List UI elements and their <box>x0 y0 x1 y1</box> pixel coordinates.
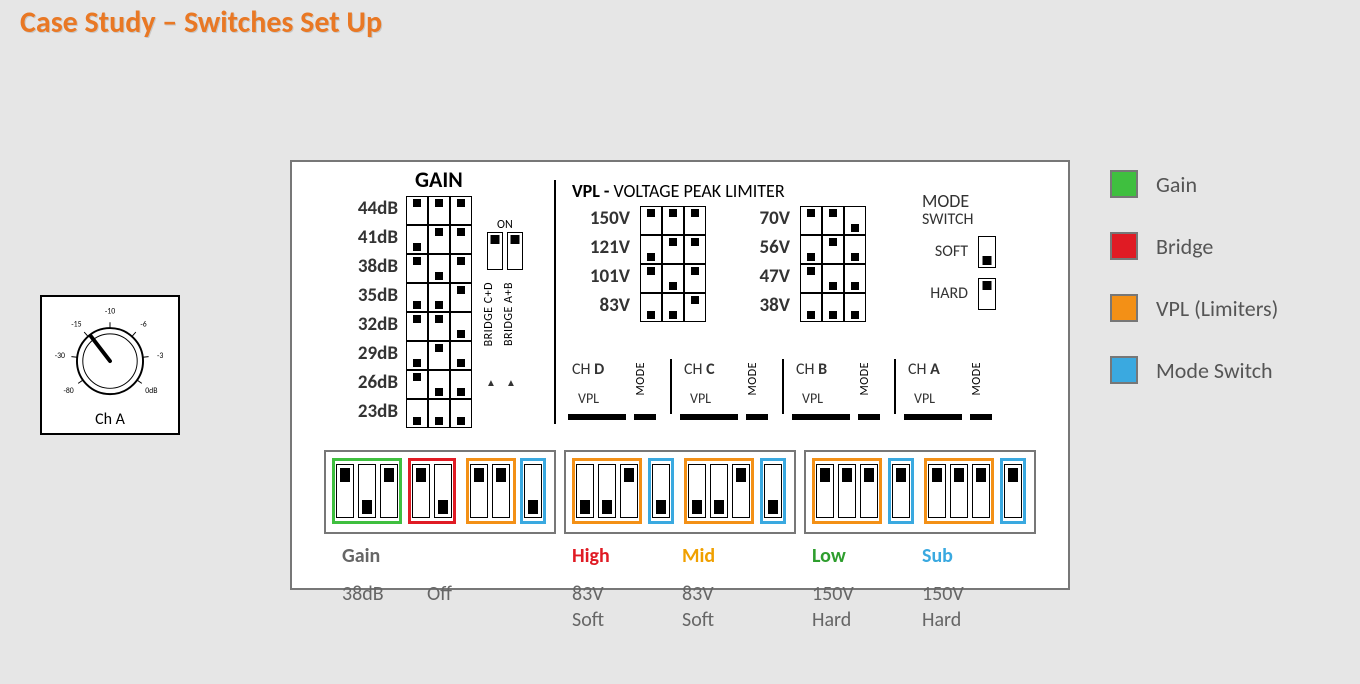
dip-switch[interactable] <box>652 464 670 518</box>
caption-value: 83V <box>572 582 604 606</box>
mode-soft-box[interactable] <box>978 236 996 268</box>
dip-switch[interactable] <box>598 464 616 518</box>
channel-vpl-label: VPL <box>690 390 711 407</box>
bridge-on-label: ON <box>497 218 513 232</box>
dip-switch[interactable] <box>950 464 968 518</box>
dip-switch[interactable] <box>470 464 488 518</box>
channel-A-label: CH A <box>908 360 940 379</box>
legend-item-bridge: Bridge <box>1110 232 1278 260</box>
channel-mode-label: MODE <box>746 362 760 395</box>
svg-text:-15: -15 <box>71 320 81 329</box>
vpl-right-labels: 70V56V47V38V <box>732 204 790 320</box>
bridge-label-cd: BRIDGE C+D <box>482 282 496 346</box>
channel-B-label: CH B <box>796 360 827 379</box>
dip-switch[interactable] <box>710 464 728 518</box>
dip-switch[interactable] <box>412 464 430 518</box>
legend-label: VPL (Limiters) <box>1156 295 1278 322</box>
dip-switch[interactable] <box>576 464 594 518</box>
channel-mode-label: MODE <box>634 362 648 395</box>
bridge-switch-cd[interactable] <box>487 232 503 270</box>
caption-value: Hard <box>812 608 851 632</box>
caption-value: Off <box>427 582 452 606</box>
dip-switch[interactable] <box>732 464 750 518</box>
caption-value: 83V <box>682 582 714 606</box>
channel-mode-label: MODE <box>970 362 984 395</box>
caption-value: Hard <box>922 608 961 632</box>
svg-text:0dB: 0dB <box>145 387 157 396</box>
legend-label: Bridge <box>1156 233 1213 260</box>
channel-vpl-label: VPL <box>578 390 599 407</box>
dip-switch[interactable] <box>972 464 990 518</box>
svg-text:-10: -10 <box>105 308 115 317</box>
dip-switch[interactable] <box>358 464 376 518</box>
caption-heading: High <box>572 544 610 568</box>
svg-text:-3: -3 <box>157 352 163 361</box>
mode-title-2: SWITCH <box>922 210 973 229</box>
caption-heading: Low <box>812 544 846 568</box>
legend-label: Mode Switch <box>1156 357 1273 384</box>
legend: Gain Bridge VPL (Limiters) Mode Switch <box>1110 170 1278 418</box>
dip-switch[interactable] <box>928 464 946 518</box>
knob-label: Ch A <box>42 410 178 429</box>
legend-swatch <box>1110 232 1138 260</box>
dip-switch[interactable] <box>380 464 398 518</box>
caption-value: 38dB <box>342 582 384 606</box>
legend-item-gain: Gain <box>1110 170 1278 198</box>
channel-vpl-label: VPL <box>802 390 823 407</box>
gain-level-labels: 44dB41dB38dB35dB32dB29dB26dB23dB <box>338 194 398 426</box>
dip-switch[interactable] <box>620 464 638 518</box>
gain-dip-grid <box>406 196 472 428</box>
legend-item-vpl: VPL (Limiters) <box>1110 294 1278 322</box>
svg-text:-80: -80 <box>63 387 73 396</box>
vpl-left-grid <box>640 206 706 322</box>
dip-switch[interactable] <box>336 464 354 518</box>
bridge-switch-ab[interactable] <box>507 232 523 270</box>
caption-value: 150V <box>812 582 854 606</box>
legend-swatch <box>1110 356 1138 384</box>
mode-hard-label: HARD <box>918 284 968 303</box>
caption-heading: Mid <box>682 544 715 568</box>
vpl-left-labels: 150V121V101V83V <box>572 204 630 320</box>
page-title: Case Study – Switches Set Up <box>20 4 382 41</box>
mode-title-1: MODE <box>922 190 969 212</box>
legend-swatch <box>1110 294 1138 322</box>
gain-title: GAIN <box>415 166 463 193</box>
bridge-arrow-1: ▲ <box>486 376 496 389</box>
dip-switch[interactable] <box>688 464 706 518</box>
legend-swatch <box>1110 170 1138 198</box>
svg-text:-30: -30 <box>55 352 65 361</box>
dip-switch[interactable] <box>764 464 782 518</box>
caption-heading: Sub <box>922 544 953 568</box>
dip-switch[interactable] <box>860 464 878 518</box>
dip-switch[interactable] <box>892 464 910 518</box>
channel-mode-label: MODE <box>858 362 872 395</box>
dip-switch[interactable] <box>434 464 452 518</box>
vpl-title: VPL - VOLTAGE PEAK LIMITER <box>572 180 785 202</box>
dip-switch[interactable] <box>838 464 856 518</box>
dip-switch[interactable] <box>524 464 542 518</box>
caption-heading: Gain <box>342 544 380 568</box>
mode-hard-box[interactable] <box>978 278 996 310</box>
legend-item-mode: Mode Switch <box>1110 356 1278 384</box>
dip-switch[interactable] <box>816 464 834 518</box>
diagram-panel: GAIN 44dB41dB38dB35dB32dB29dB26dB23dB ON… <box>290 160 1070 590</box>
knob-panel: -80 -30 -15 -10 -6 -3 0dB Ch A <box>40 295 180 435</box>
dip-switch-row <box>324 450 1036 534</box>
vpl-right-grid <box>800 206 866 322</box>
divider-gain-vpl <box>554 180 556 424</box>
bridge-label-ab: BRIDGE A+B <box>502 282 516 346</box>
caption-value: 150V <box>922 582 964 606</box>
svg-text:-6: -6 <box>140 320 146 329</box>
caption-value: Soft <box>572 608 604 632</box>
channel-D-label: CH D <box>572 360 604 379</box>
channel-vpl-label: VPL <box>914 390 935 407</box>
legend-label: Gain <box>1156 171 1197 198</box>
mode-soft-label: SOFT <box>918 242 968 261</box>
dip-switch[interactable] <box>1004 464 1022 518</box>
bridge-arrow-2: ▲ <box>506 376 516 389</box>
channel-C-label: CH C <box>684 360 715 379</box>
dip-switch[interactable] <box>492 464 510 518</box>
caption-value: Soft <box>682 608 714 632</box>
